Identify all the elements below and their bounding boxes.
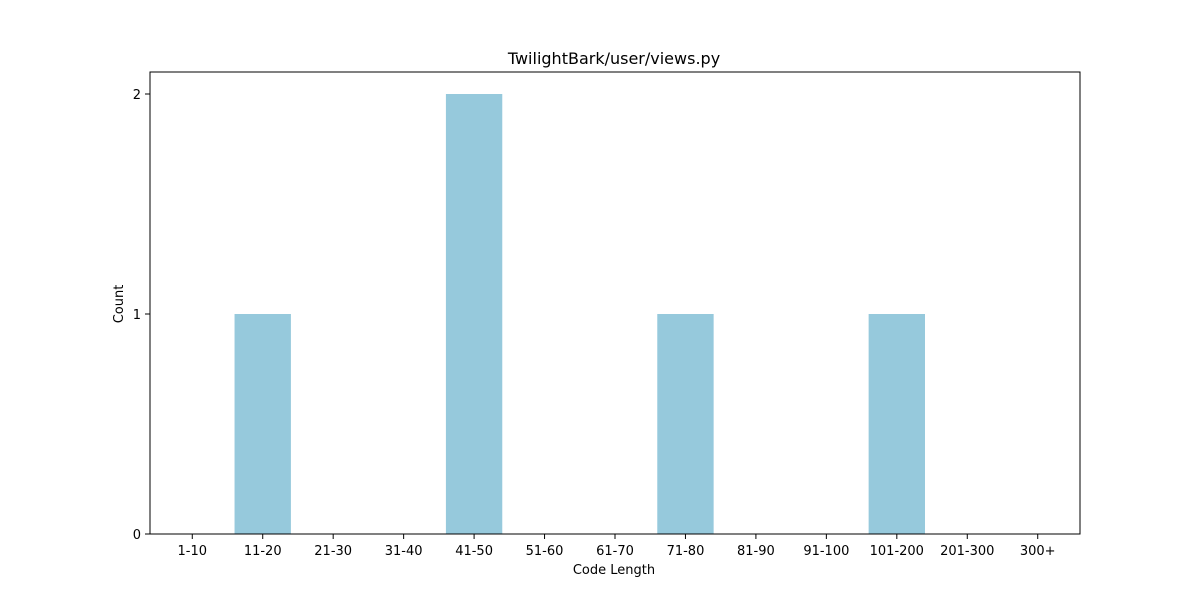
x-tick-label: 41-50 xyxy=(455,544,493,559)
bar-41-50 xyxy=(445,94,503,534)
y-tick-label: 0 xyxy=(133,528,141,543)
x-tick-label: 201-300 xyxy=(940,544,994,559)
bar-11-20 xyxy=(234,314,291,534)
x-tick-label: 1-10 xyxy=(178,544,208,559)
bars xyxy=(234,94,925,534)
x-tick-label: 91-100 xyxy=(803,544,849,559)
x-tick-label: 11-20 xyxy=(244,544,282,559)
x-tick-label: 21-30 xyxy=(314,544,352,559)
y-axis: 0 1 2 xyxy=(133,88,150,543)
chart-title: TwilightBark/user/views.py xyxy=(507,49,720,68)
x-tick-label: 71-80 xyxy=(667,544,705,559)
x-axis: 1-10 11-20 21-30 31-40 41-50 51-60 61-70 71-80 8… xyxy=(178,534,1056,559)
y-tick-label: 1 xyxy=(133,308,141,323)
x-tick-label: 61-70 xyxy=(596,544,634,559)
y-tick-label: 2 xyxy=(133,88,141,103)
y-axis-label: Count xyxy=(112,285,127,324)
x-tick-label: 101-200 xyxy=(870,544,924,559)
x-tick-label: 81-90 xyxy=(737,544,775,559)
x-tick-label: 300+ xyxy=(1020,544,1056,559)
bar-101-200 xyxy=(868,314,925,534)
x-tick-label: 31-40 xyxy=(385,544,423,559)
x-tick-label: 51-60 xyxy=(526,544,564,559)
bar-71-80 xyxy=(657,314,714,534)
x-axis-label: Code Length xyxy=(573,563,655,578)
